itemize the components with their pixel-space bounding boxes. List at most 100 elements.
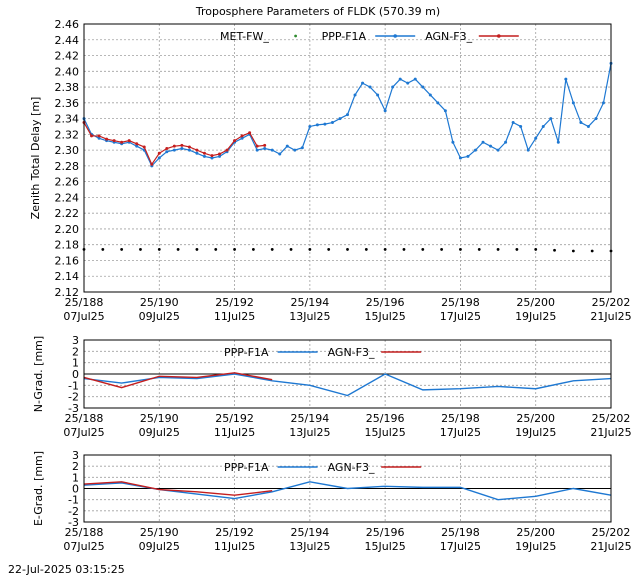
ngrad-x-tick-doy: 25/192	[215, 412, 254, 425]
ztd-y-tick-label: 2.30	[55, 144, 80, 157]
ztd-ppp-f1a-point	[157, 156, 161, 160]
ztd-x-tick-doy: 25/192	[215, 296, 254, 309]
ztd-y-tick-label: 2.14	[55, 270, 80, 283]
ztd-ppp-f1a-point	[135, 144, 139, 148]
ztd-met-fw-point	[402, 248, 406, 251]
ztd-met-fw-point	[590, 249, 594, 253]
ztd-ppp-f1a-point	[504, 140, 508, 144]
egrad-x-tick-date: 19Jul25	[515, 540, 556, 553]
egrad-x-tick-date: 15Jul25	[365, 540, 406, 553]
ztd-ppp-f1a-point	[413, 77, 417, 81]
ztd-ppp-f1a-point	[240, 136, 244, 140]
ztd-ppp-f1a-point	[285, 144, 289, 148]
ztd-met-fw-point	[101, 248, 105, 251]
ngrad-x-tick-doy: 25/194	[291, 412, 330, 425]
ztd-x-tick-date: 07Jul25	[63, 310, 104, 323]
egrad-y-tick-label: 0	[72, 483, 79, 496]
ztd-y-tick-label: 2.32	[55, 128, 80, 141]
ngrad-x-tick-date: 15Jul25	[365, 426, 406, 439]
ztd-agn-f3-point	[172, 144, 176, 148]
ngrad-ppp-f1a-line	[83, 373, 612, 397]
ztd-x-tick-doy: 25/200	[516, 296, 555, 309]
egrad-x-tick-date: 21Jul25	[590, 540, 631, 553]
ngrad-y-tick-label: 1	[72, 357, 79, 370]
ztd-agn-f3-point	[105, 137, 109, 141]
ztd-met-fw-point	[553, 248, 556, 252]
ztd-x-tick-date: 11Jul25	[214, 310, 255, 323]
ztd-agn-f3-point	[233, 139, 237, 143]
egrad-y-tick-label: -2	[68, 505, 79, 518]
ztd-ppp-f1a-point	[534, 136, 538, 140]
ztd-met-fw-point	[120, 248, 124, 251]
ztd-agn-f3-point	[142, 145, 146, 149]
egrad-x-tick-doy: 25/188	[65, 526, 104, 539]
ztd-ppp-f1a-point	[172, 148, 176, 152]
ztd-ppp-f1a-point	[346, 113, 349, 117]
ztd-ppp-f1a-point	[594, 117, 598, 121]
ztd-agn-f3-point	[195, 148, 199, 152]
ztd-agn-f3-point	[240, 134, 244, 138]
ztd-agn-f3-point	[248, 131, 252, 135]
ztd-ppp-f1a-point	[202, 154, 206, 158]
ztd-ppp-f1a-point	[489, 144, 493, 148]
timestamp-label: 22-Jul-2025 03:15:25	[8, 563, 125, 576]
ztd-met-fw-point	[176, 248, 180, 251]
ztd-agn-f3-point	[157, 151, 161, 155]
ztd-x-tick-doy: 25/190	[140, 296, 179, 309]
ztd-y-tick-label: 2.18	[55, 239, 80, 252]
ztd-ppp-f1a-point	[187, 148, 191, 152]
ztd-met-fw-point	[383, 248, 387, 251]
ztd-y-tick-label: 2.22	[55, 207, 80, 220]
egrad-y-tick-label: 2	[72, 460, 79, 473]
egrad-x-tick-date: 13Jul25	[289, 540, 330, 553]
ngrad-x-tick-date: 07Jul25	[63, 426, 104, 439]
ngrad-y-tick-label: 2	[72, 345, 79, 358]
ztd-ppp-f1a-point	[406, 81, 410, 85]
ngrad-y-tick-label: 3	[72, 334, 79, 347]
ztd-met-fw-point	[515, 248, 519, 251]
ztd-x-tick-doy: 25/196	[366, 296, 405, 309]
ztd-ppp-f1a-point	[97, 136, 101, 140]
ztd-agn-f3-point	[202, 151, 206, 155]
ztd-y-tick-label: 2.40	[55, 65, 80, 78]
ztd-ppp-f1a-point	[165, 150, 169, 154]
ztd-y-tick-label: 2.38	[55, 81, 80, 94]
egrad-x-tick-doy: 25/190	[140, 526, 179, 539]
ztd-ppp-f1a-point	[195, 151, 199, 155]
ztd-met-fw-point	[477, 248, 481, 251]
ngrad-x-tick-doy: 25/198	[441, 412, 480, 425]
ngrad-plot-frame	[83, 339, 612, 409]
ztd-agn-f3-point	[255, 144, 259, 148]
ztd-legend-met-fw-label: MET-FW_	[220, 30, 269, 43]
ztd-y-tick-label: 2.26	[55, 176, 80, 189]
ztd-x-tick-date: 19Jul25	[515, 310, 556, 323]
ztd-agn-f3-point	[180, 143, 184, 147]
ztd-agn-f3-line	[83, 122, 265, 166]
egrad-x-tick-doy: 25/200	[516, 526, 555, 539]
egrad-legend-agn-f3-label: AGN-F3_	[328, 461, 375, 474]
egrad-x-tick-date: 09Jul25	[139, 540, 180, 553]
ztd-ppp-f1a-point	[263, 147, 267, 151]
egrad-legend-ppp-f1a-label: PPP-F1A	[224, 461, 269, 474]
ztd-met-fw-point	[459, 248, 462, 251]
ztd-agn-f3-point	[187, 145, 191, 149]
ztd-ppp-f1a-point	[383, 109, 387, 113]
ztd-y-tick-label: 2.34	[55, 113, 80, 126]
ztd-ppp-f1a-point	[458, 156, 462, 160]
ngrad-x-tick-date: 21Jul25	[590, 426, 631, 439]
ztd-y-axis-label: Zenith Total Delay [m]	[29, 97, 42, 220]
ngrad-x-tick-doy: 25/202	[592, 412, 631, 425]
ztd-ppp-f1a-point	[180, 147, 184, 151]
ztd-ppp-f1a-point	[541, 124, 545, 128]
ztd-y-tick-label: 2.42	[55, 50, 80, 63]
ztd-met-fw-point	[195, 248, 199, 251]
ztd-agn-f3-point	[90, 134, 94, 138]
ztd-agn-f3-point	[150, 162, 154, 166]
ngrad-x-tick-date: 17Jul25	[440, 426, 481, 439]
ngrad-legend-ppp-f1a-label: PPP-F1A	[224, 346, 269, 359]
ztd-x-tick-doy: 25/202	[592, 296, 631, 309]
ngrad-x-tick-doy: 25/196	[366, 412, 405, 425]
ztd-ppp-f1a-point	[368, 85, 372, 89]
ztd-ppp-f1a-point	[330, 121, 334, 125]
